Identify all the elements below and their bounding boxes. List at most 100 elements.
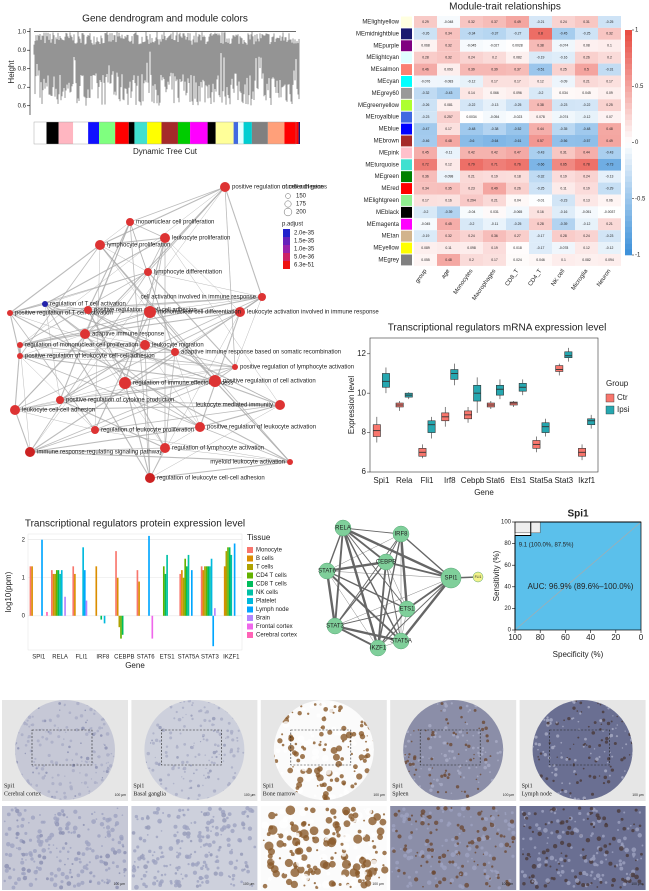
y-tick-label: 40 bbox=[504, 584, 511, 590]
x-axis-label: Dynamic Tree Cut bbox=[133, 147, 198, 156]
cell bbox=[446, 776, 450, 780]
cell bbox=[373, 748, 374, 751]
heatmap-cell bbox=[460, 135, 483, 147]
cell bbox=[83, 781, 88, 785]
heatmap-cell bbox=[506, 158, 529, 171]
cell bbox=[561, 782, 563, 784]
network-edge bbox=[87, 296, 263, 311]
cell bbox=[604, 823, 609, 828]
cell bbox=[216, 866, 220, 870]
cell bbox=[340, 757, 344, 761]
cell bbox=[110, 752, 113, 755]
cell-label: 0.35 bbox=[445, 186, 452, 190]
heatmap-cell bbox=[598, 87, 621, 100]
network-node bbox=[25, 447, 35, 457]
colorbar-step bbox=[625, 114, 632, 121]
cell bbox=[496, 832, 499, 836]
heatmap-cell bbox=[598, 146, 621, 159]
cell bbox=[446, 722, 450, 725]
cell bbox=[28, 725, 31, 728]
cell bbox=[577, 736, 580, 739]
network-edge bbox=[29, 429, 96, 453]
cell-label: 0.0034 bbox=[466, 115, 476, 119]
cell bbox=[466, 806, 471, 811]
cell bbox=[439, 782, 443, 787]
cell-label: 0.257 bbox=[444, 115, 453, 119]
cell bbox=[182, 813, 186, 817]
heatmap-cell bbox=[598, 75, 621, 88]
cell bbox=[430, 736, 433, 739]
network-edge bbox=[174, 311, 241, 353]
cell bbox=[232, 883, 236, 887]
module-swatch bbox=[401, 183, 412, 194]
cell bbox=[418, 785, 422, 788]
node-label: adaptive immune response based on somati… bbox=[181, 350, 341, 356]
cell bbox=[115, 881, 118, 885]
cell bbox=[28, 838, 33, 842]
bar bbox=[51, 570, 53, 616]
heatmap-cell bbox=[460, 51, 483, 64]
cell bbox=[435, 884, 439, 888]
cell bbox=[190, 714, 193, 717]
cell bbox=[340, 733, 348, 741]
cell bbox=[15, 742, 18, 744]
cell bbox=[199, 724, 203, 728]
cell bbox=[20, 860, 25, 865]
cell bbox=[51, 776, 54, 779]
cell bbox=[41, 776, 45, 780]
cell bbox=[226, 843, 231, 848]
cell bbox=[82, 865, 87, 870]
cell-label: 0.17 bbox=[606, 79, 613, 83]
legend-swatch bbox=[605, 393, 615, 403]
cell bbox=[426, 880, 432, 885]
cell bbox=[105, 825, 111, 830]
cell bbox=[478, 754, 482, 757]
cell bbox=[24, 852, 29, 857]
cell-label: 0.39 bbox=[468, 67, 475, 71]
module-swatch bbox=[401, 64, 412, 75]
cell bbox=[79, 765, 82, 767]
cell-label: 0.21 bbox=[606, 222, 613, 226]
cell bbox=[64, 875, 70, 880]
cell bbox=[304, 775, 312, 782]
cell bbox=[17, 846, 22, 851]
cell bbox=[212, 750, 217, 755]
cell bbox=[118, 872, 121, 875]
heatmap-cell bbox=[483, 242, 506, 254]
cell bbox=[339, 774, 344, 779]
cell bbox=[76, 851, 81, 856]
cell bbox=[573, 702, 576, 704]
cell bbox=[402, 807, 406, 811]
cell bbox=[323, 795, 330, 800]
cell bbox=[427, 767, 432, 771]
cell bbox=[7, 826, 12, 831]
heatmap-cell bbox=[552, 158, 575, 171]
bar bbox=[46, 611, 48, 616]
cell-label: 0.23 bbox=[468, 186, 475, 190]
cell bbox=[57, 812, 62, 817]
module-swatch bbox=[401, 111, 412, 123]
cell bbox=[202, 784, 204, 787]
cell bbox=[565, 820, 569, 823]
cell bbox=[204, 754, 207, 756]
x-tick-label: Fli1 bbox=[421, 476, 434, 485]
cell bbox=[436, 703, 439, 705]
heatmap-cell bbox=[437, 99, 460, 112]
cell bbox=[158, 740, 162, 743]
zoom-bg bbox=[519, 806, 646, 890]
cell-label: 0.47 bbox=[514, 151, 521, 155]
cell bbox=[567, 858, 571, 862]
cell bbox=[473, 708, 477, 712]
cell bbox=[34, 757, 37, 760]
cell bbox=[61, 846, 66, 850]
cell bbox=[352, 752, 355, 755]
heatmap-cell bbox=[529, 135, 552, 147]
network-edge bbox=[59, 221, 131, 401]
cell bbox=[406, 730, 410, 734]
zoom-region bbox=[31, 729, 93, 766]
cell bbox=[85, 732, 89, 736]
colorbar-step bbox=[625, 170, 632, 177]
cell-label: 0.39 bbox=[491, 67, 498, 71]
cell bbox=[322, 791, 329, 797]
cell bbox=[341, 760, 346, 765]
